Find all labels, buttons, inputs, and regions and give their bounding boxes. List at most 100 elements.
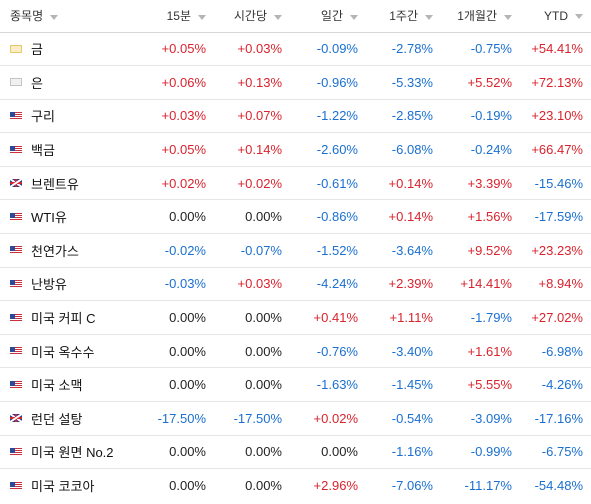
us-flag-icon — [10, 447, 22, 456]
commodity-name-cell[interactable]: 천연가스 — [0, 233, 135, 268]
commodity-name-cell[interactable]: 백금 — [0, 132, 135, 167]
table-row[interactable]: 미국 원면 No.2 0.00% 0.00% 0.00% -1.16% -0.99% -6.… — [0, 435, 591, 470]
commodity-name[interactable]: 런던 설탕 — [31, 411, 83, 427]
commodity-name-cell[interactable]: 브렌트유 — [0, 166, 135, 201]
change-monthly-cell: -0.99% — [441, 435, 520, 470]
commodity-name-cell[interactable]: 구리 — [0, 99, 135, 134]
us-flag-icon — [10, 481, 22, 490]
change-ytd-cell: -54.48% — [534, 478, 583, 494]
header-row: 종목명 15분 시간당 일간 1주간 1개월간 YTD — [0, 0, 591, 33]
sort-caret-icon — [575, 14, 583, 20]
table-row[interactable]: 구리 +0.03% +0.07% -1.22% -2.85% -0.19% +23.10% — [0, 99, 591, 134]
change-daily-cell: -1.22% — [290, 99, 366, 134]
table-row[interactable]: WTI유 0.00% 0.00% -0.86% +0.14% +1.56% -17.59% — [0, 199, 591, 235]
change-hourly-cell: +0.07% — [214, 99, 290, 134]
commodity-name[interactable]: 미국 커피 C — [31, 311, 96, 327]
change-monthly-cell: -1.79% — [441, 300, 520, 335]
commodity-name-cell[interactable]: 미국 원면 No.2 — [0, 435, 135, 470]
change-weekly-cell: -2.85% — [366, 99, 441, 134]
commodity-name-cell[interactable]: 미국 소맥 — [0, 367, 135, 403]
commodity-name[interactable]: 천연가스 — [31, 243, 79, 259]
commodity-name[interactable]: 미국 원면 No.2 — [31, 445, 114, 461]
commodity-name[interactable]: 미국 소맥 — [31, 378, 83, 394]
change-monthly-cell: +5.52% — [441, 65, 520, 100]
table-row[interactable]: 미국 커피 C 0.00% 0.00% +0.41% +1.11% -1.79% +27.0… — [0, 300, 591, 335]
change-15min-cell: -0.03% — [135, 267, 214, 302]
commodity-name[interactable]: 난방유 — [31, 277, 67, 293]
change-15min-cell: 0.00% — [135, 300, 214, 335]
change-15min-cell: 0.00% — [135, 334, 214, 369]
change-15min-cell: 0.00% — [169, 478, 206, 494]
commodity-name-cell[interactable]: 런던 설탕 — [0, 401, 135, 436]
table-row[interactable]: 브렌트유 +0.02% +0.02% -0.61% +0.14% +3.39% -15.46… — [0, 166, 591, 201]
change-weekly-cell: +1.11% — [366, 300, 441, 335]
column-header-label: 시간당 — [233, 9, 267, 24]
table-row[interactable]: 난방유 -0.03% +0.03% -4.24% +2.39% +14.41% +8.94% — [0, 267, 591, 302]
change-ytd-cell: +66.47% — [520, 132, 591, 167]
change-ytd-cell: +23.10% — [520, 99, 591, 134]
change-ytd-cell: +54.41% — [520, 32, 591, 67]
change-hourly-cell: 0.00% — [214, 435, 290, 470]
table-body: 금 +0.05% +0.03% -0.09% -2.78% -0.75% +54.41% 은 +… — [0, 32, 591, 502]
table-row[interactable]: 천연가스 -0.02% -0.07% -1.52% -3.64% +9.52% +23.23… — [0, 233, 591, 268]
commodity-name[interactable]: 구리 — [31, 109, 55, 125]
change-weekly-cell: -2.78% — [366, 32, 441, 67]
column-header-label: 1주간 — [389, 9, 418, 24]
change-daily-cell: -0.09% — [290, 32, 366, 67]
change-weekly-cell: -7.06% — [391, 478, 433, 494]
column-header-monthly[interactable]: 1개월간 — [441, 0, 520, 33]
column-header-weekly[interactable]: 1주간 — [366, 0, 441, 33]
sort-caret-icon — [504, 14, 512, 20]
change-weekly-cell: -0.54% — [366, 401, 441, 436]
uk-flag-icon — [10, 179, 22, 188]
sort-caret-icon — [274, 14, 282, 20]
change-15min-cell: -17.50% — [135, 401, 214, 436]
change-hourly-cell: 0.00% — [245, 478, 282, 494]
change-monthly-cell: -0.19% — [441, 99, 520, 134]
commodity-name-cell[interactable]: 은 — [0, 65, 135, 100]
table-row[interactable]: 미국 옥수수 0.00% 0.00% -0.76% -3.40% +1.61% -6.98% — [0, 334, 591, 369]
change-15min-cell: +0.06% — [135, 65, 214, 100]
change-daily-cell: -4.24% — [290, 267, 366, 302]
change-daily-cell: -0.96% — [290, 65, 366, 100]
commodity-name[interactable]: 미국 옥수수 — [31, 344, 95, 360]
table-row[interactable]: 미국 코코아 0.00% 0.00% +2.96% -7.06% -11.17% -54.4… — [0, 469, 591, 503]
column-header-hourly[interactable]: 시간당 — [214, 0, 290, 33]
table-header: 종목명 15분 시간당 일간 1주간 1개월간 YTD — [0, 0, 591, 33]
uk-flag-icon — [10, 414, 22, 423]
change-15min-cell: 0.00% — [135, 199, 214, 235]
commodity-name[interactable]: 미국 코코아 — [31, 479, 95, 495]
column-header-daily[interactable]: 일간 — [290, 0, 366, 33]
commodity-name-cell[interactable]: 미국 커피 C — [0, 300, 135, 335]
change-monthly-cell: +14.41% — [441, 267, 520, 302]
sort-caret-icon — [50, 14, 59, 20]
commodity-name[interactable]: 금 — [31, 42, 43, 58]
table-row[interactable]: 백금 +0.05% +0.14% -2.60% -6.08% -0.24% +66.47% — [0, 132, 591, 167]
commodity-name[interactable]: 브렌트유 — [31, 176, 79, 192]
change-weekly-cell: -1.16% — [366, 435, 441, 470]
commodity-name-cell[interactable]: 미국 옥수수 — [0, 334, 135, 369]
change-hourly-cell: 0.00% — [214, 300, 290, 335]
change-15min-cell: 0.00% — [135, 367, 214, 403]
commodity-name[interactable]: WTI유 — [31, 210, 67, 226]
commodity-name[interactable]: 백금 — [31, 143, 55, 159]
column-header-15min[interactable]: 15분 — [135, 0, 214, 33]
commodity-name-cell[interactable]: 미국 코코아 — [0, 469, 135, 503]
column-header-name[interactable]: 종목명 — [0, 0, 135, 33]
change-ytd-cell: -15.46% — [520, 166, 591, 201]
commodity-name-cell[interactable]: 난방유 — [0, 267, 135, 302]
table-row[interactable]: 금 +0.05% +0.03% -0.09% -2.78% -0.75% +54.41% — [0, 32, 591, 67]
change-weekly-cell: +0.14% — [366, 166, 441, 201]
column-header-label: 1개월간 — [457, 9, 497, 24]
commodity-name-cell[interactable]: WTI유 — [0, 199, 135, 235]
column-header-ytd[interactable]: YTD — [520, 0, 591, 33]
commodity-name[interactable]: 은 — [31, 75, 43, 91]
table-row[interactable]: 미국 소맥 0.00% 0.00% -1.63% -1.45% +5.55% -4.26% — [0, 367, 591, 403]
change-hourly-cell: +0.03% — [214, 32, 290, 67]
change-ytd-cell: -6.98% — [520, 334, 591, 369]
table-row[interactable]: 런던 설탕 -17.50% -17.50% +0.02% -0.54% -3.09% -17… — [0, 401, 591, 436]
table-row[interactable]: 은 +0.06% +0.13% -0.96% -5.33% +5.52% +72.13% — [0, 65, 591, 100]
commodity-name-cell[interactable]: 금 — [0, 32, 135, 67]
change-hourly-cell: 0.00% — [214, 199, 290, 235]
